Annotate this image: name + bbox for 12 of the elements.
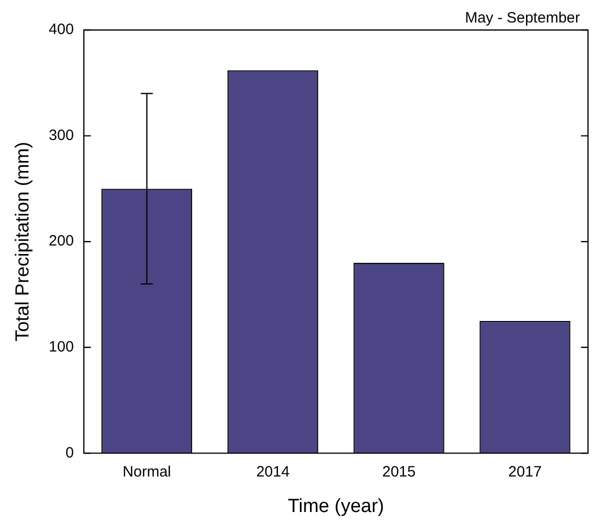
x-tick-label: Normal (122, 463, 172, 480)
y-tick-label: 400 (48, 21, 74, 38)
x-tick-label: 2014 (256, 463, 290, 480)
x-tick-label: 2015 (382, 463, 416, 480)
text: May - September (464, 10, 580, 27)
x-tick-label: 2017 (508, 463, 542, 480)
x-axis-title: Time (year) (288, 496, 384, 517)
y-tick-label: 0 (65, 444, 74, 462)
y-tick-label: 100 (48, 338, 74, 356)
y-axis-title: Total Precipitation (mm) (12, 142, 34, 342)
y-tick-label: 200 (48, 232, 74, 250)
y-tick-label: 300 (48, 126, 74, 144)
